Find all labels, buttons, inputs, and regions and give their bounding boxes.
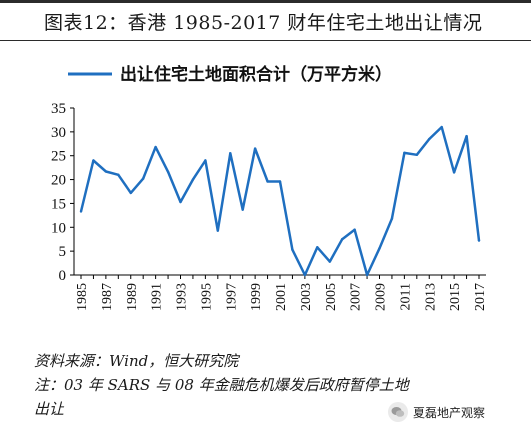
series-line [79, 125, 481, 277]
wechat-icon [388, 402, 408, 422]
data-point [365, 273, 369, 277]
figure-title: 图表12：香港 1985-2017 财年住宅土地出让情况 [44, 12, 483, 34]
x-tick-label: 2013 [423, 283, 438, 311]
data-point [378, 247, 381, 250]
data-point [266, 180, 269, 183]
x-tick-label: 1999 [249, 283, 264, 311]
x-tick-label: 1997 [224, 283, 239, 311]
data-point [104, 170, 108, 173]
data-point [328, 260, 331, 263]
y-tick-label: 15 [51, 196, 66, 212]
y-tick-label: 30 [51, 125, 66, 141]
data-point [117, 173, 120, 176]
footnote-line-1: 注：03 年 SARS 与 08 年金融危机爆发后政府暂停土地 [34, 376, 409, 394]
data-point [204, 159, 207, 162]
watermark: 夏磊地产观察 [388, 402, 485, 422]
data-point [440, 125, 443, 129]
data-point [403, 151, 406, 155]
data-point [452, 171, 456, 174]
y-tick-label: 10 [51, 220, 66, 236]
data-point [241, 208, 244, 211]
y-tick-label: 25 [51, 149, 66, 165]
data-point [428, 137, 431, 141]
y-tick-label: 20 [51, 173, 66, 189]
y-tick-label: 0 [59, 268, 67, 284]
data-point [141, 177, 145, 180]
y-tick-label: 35 [51, 101, 66, 117]
x-tick-label: 1989 [125, 283, 140, 311]
x-tick-label: 1993 [175, 283, 190, 311]
x-tick-label: 2001 [274, 283, 289, 311]
data-point [303, 273, 307, 277]
y-tick-label: 5 [59, 244, 67, 260]
data-point [291, 248, 294, 251]
data-point [340, 238, 344, 241]
data-point [253, 147, 257, 150]
footnote-line-2: 出让 [34, 400, 65, 418]
data-point [154, 145, 157, 149]
x-tick-label: 2003 [299, 283, 314, 311]
x-tick-label: 2015 [448, 283, 463, 311]
data-point [166, 170, 170, 174]
x-tick-label: 1991 [150, 283, 165, 311]
line-chart: 出让住宅土地面积合计（万平方米） 0 5 10 15 20 25 30 35 1985 1987 19… [51, 64, 488, 311]
legend-label: 出让住宅土地面积合计（万平方米） [120, 64, 392, 85]
data-point [191, 178, 195, 181]
data-point [92, 159, 95, 162]
data-point [465, 134, 468, 138]
x-tick-label: 2009 [374, 283, 389, 311]
x-tick-label: 2005 [324, 283, 339, 311]
source-note: 资料来源：Wind，恒大研究院 [34, 352, 239, 370]
data-point [179, 200, 182, 204]
data-point [316, 246, 319, 249]
x-tick-label: 1985 [75, 283, 90, 311]
data-point [229, 152, 232, 155]
data-point [477, 239, 481, 242]
x-tick-label: 2011 [398, 283, 413, 310]
x-tick-label: 2017 [473, 283, 488, 311]
x-tick-label: 2007 [349, 283, 364, 311]
x-tick-label: 1995 [199, 283, 214, 311]
x-tick-label: 1987 [100, 283, 115, 311]
data-point [390, 217, 394, 220]
data-point [278, 180, 282, 183]
title-divider [0, 40, 531, 41]
data-point [415, 153, 419, 156]
data-point [79, 210, 83, 213]
watermark-text: 夏磊地产观察 [413, 405, 486, 420]
data-point [216, 229, 220, 232]
data-point [129, 191, 132, 195]
top-border [0, 0, 531, 3]
data-point [353, 228, 356, 231]
